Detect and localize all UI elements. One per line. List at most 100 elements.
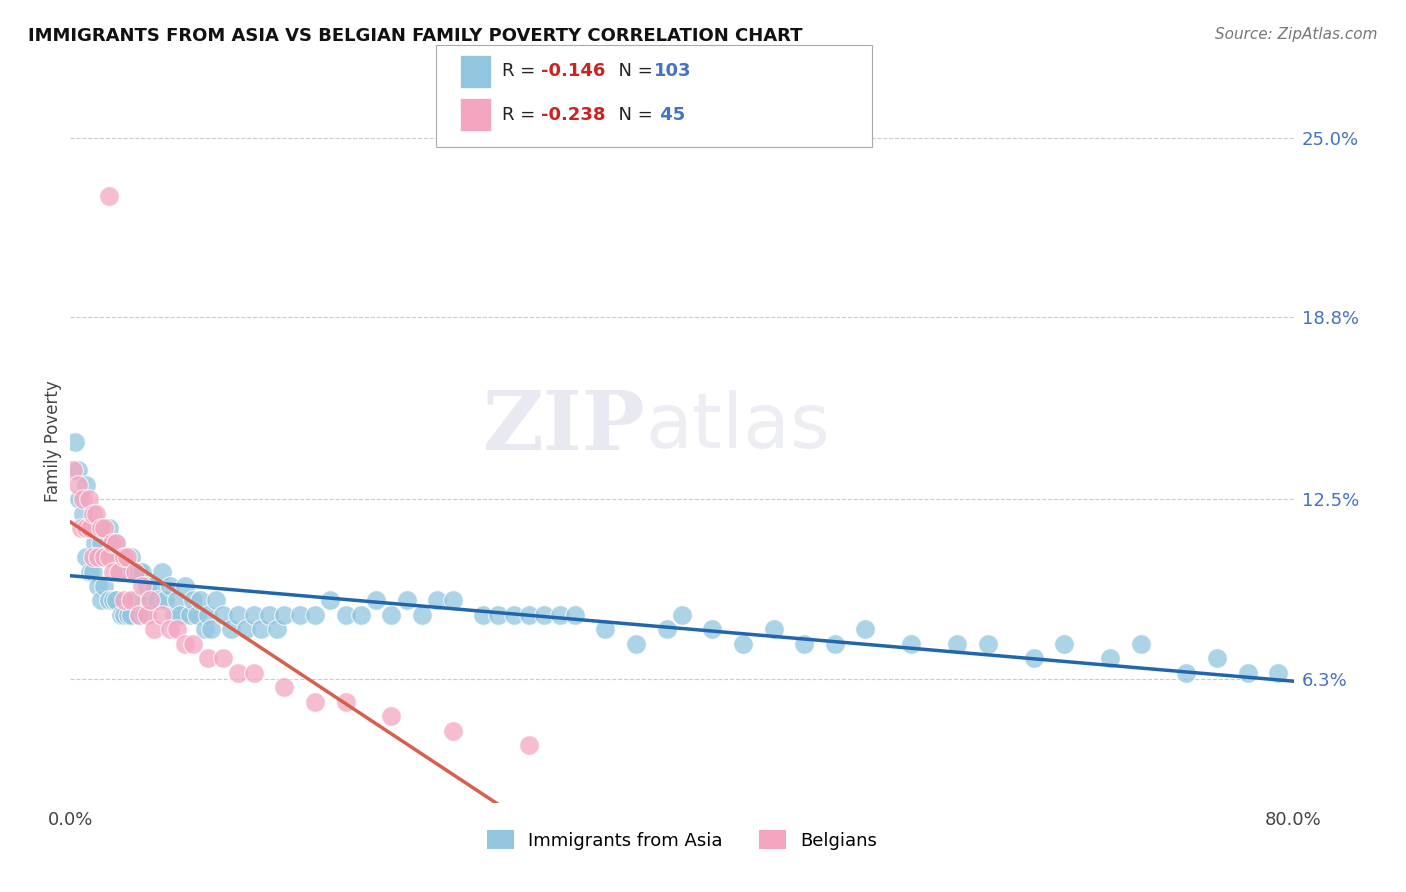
- Point: [163, 607, 186, 622]
- Point: [273, 607, 295, 622]
- Point: [108, 565, 131, 579]
- Point: [112, 607, 135, 622]
- Point: [733, 637, 755, 651]
- Point: [212, 651, 235, 665]
- Point: [335, 607, 357, 622]
- Point: [900, 637, 922, 651]
- Point: [132, 607, 155, 622]
- Point: [82, 521, 104, 535]
- Point: [87, 579, 110, 593]
- Point: [946, 637, 969, 651]
- Point: [105, 535, 128, 549]
- Point: [159, 623, 181, 637]
- Point: [82, 507, 104, 521]
- Point: [97, 593, 120, 607]
- Point: [139, 593, 162, 607]
- Point: [79, 521, 101, 535]
- Point: [1053, 637, 1076, 651]
- Point: [90, 535, 112, 549]
- Point: [131, 565, 153, 579]
- Point: [121, 607, 143, 622]
- Point: [101, 593, 124, 607]
- Text: ZIP: ZIP: [482, 387, 645, 467]
- Point: [112, 550, 135, 565]
- Point: [153, 593, 176, 607]
- Point: [143, 623, 166, 637]
- Point: [72, 507, 94, 521]
- Point: [93, 579, 115, 593]
- Text: Source: ZipAtlas.com: Source: ZipAtlas.com: [1215, 27, 1378, 42]
- Point: [548, 607, 571, 622]
- Point: [243, 665, 266, 680]
- Point: [1206, 651, 1229, 665]
- Point: [121, 550, 143, 565]
- Text: 45: 45: [654, 105, 685, 123]
- Legend: Immigrants from Asia, Belgians: Immigrants from Asia, Belgians: [478, 822, 886, 859]
- Point: [75, 521, 97, 535]
- Point: [159, 579, 181, 593]
- Point: [82, 565, 104, 579]
- Point: [143, 579, 166, 593]
- Point: [128, 607, 150, 622]
- Point: [124, 565, 146, 579]
- Point: [595, 623, 617, 637]
- Point: [141, 593, 163, 607]
- Point: [304, 695, 326, 709]
- Point: [70, 521, 93, 535]
- Text: 103: 103: [654, 62, 692, 80]
- Point: [212, 607, 235, 622]
- Point: [100, 535, 122, 549]
- Point: [108, 565, 131, 579]
- Point: [121, 593, 143, 607]
- Point: [77, 492, 100, 507]
- Point: [166, 623, 188, 637]
- Point: [146, 593, 169, 607]
- Point: [84, 507, 107, 521]
- Point: [976, 637, 998, 651]
- Point: [335, 695, 357, 709]
- Point: [124, 565, 146, 579]
- Point: [228, 607, 250, 622]
- Text: N =: N =: [607, 62, 659, 80]
- Point: [77, 521, 100, 535]
- Point: [63, 434, 86, 449]
- Text: -0.146: -0.146: [541, 62, 606, 80]
- Point: [90, 521, 112, 535]
- Point: [655, 623, 678, 637]
- Point: [441, 593, 464, 607]
- Text: IMMIGRANTS FROM ASIA VS BELGIAN FAMILY POVERTY CORRELATION CHART: IMMIGRANTS FROM ASIA VS BELGIAN FAMILY P…: [28, 27, 803, 45]
- Point: [517, 738, 540, 752]
- Point: [188, 593, 211, 607]
- Point: [1099, 651, 1122, 665]
- Point: [105, 593, 128, 607]
- Point: [87, 550, 110, 565]
- Text: -0.238: -0.238: [541, 105, 606, 123]
- Point: [174, 579, 197, 593]
- Point: [1267, 665, 1289, 680]
- Point: [380, 709, 402, 723]
- Point: [117, 607, 139, 622]
- Point: [517, 607, 540, 622]
- Text: R =: R =: [502, 105, 541, 123]
- Point: [472, 607, 495, 622]
- Point: [197, 651, 219, 665]
- Point: [1129, 637, 1152, 651]
- Point: [1175, 665, 1198, 680]
- Point: [194, 623, 217, 637]
- Point: [762, 623, 785, 637]
- Point: [186, 607, 208, 622]
- Point: [97, 550, 120, 565]
- Point: [150, 607, 173, 622]
- Point: [125, 593, 148, 607]
- Point: [135, 607, 157, 622]
- Point: [219, 623, 242, 637]
- Point: [1022, 651, 1045, 665]
- Point: [128, 565, 150, 579]
- Point: [243, 607, 266, 622]
- Point: [257, 607, 280, 622]
- Point: [266, 623, 288, 637]
- Point: [112, 593, 135, 607]
- Point: [93, 550, 115, 565]
- Point: [97, 189, 120, 203]
- Point: [174, 637, 197, 651]
